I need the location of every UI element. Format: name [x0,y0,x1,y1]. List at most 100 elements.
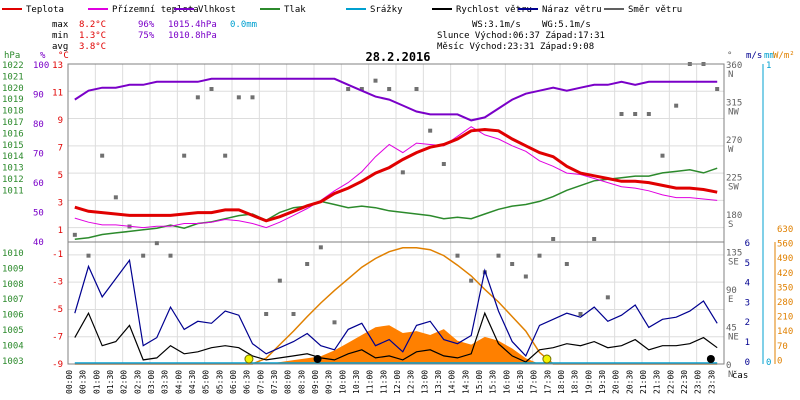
y-tick-degc: -3 [52,278,63,288]
x-tick-label: 07:00 [256,370,265,394]
y-tick-ms: 3 [745,298,750,308]
y-tick-ms: 4 [745,279,750,289]
info-sun: Slunce Východ:06:37 Západ:17:31 [437,31,605,41]
x-tick-label: 05:00 [202,370,211,394]
y-tick-hpa: 1009 [2,264,24,274]
x-tick-label: 12:30 [407,370,416,394]
wind-direction-point [209,87,214,91]
y-tick-dir-abbr: W [728,145,734,155]
y-tick-dir-abbr: S [728,220,733,230]
y-tick-hpa: 1011 [2,186,24,196]
x-tick-label: 02:00 [120,370,129,394]
wind-direction-point [387,87,392,91]
wind-direction-point [277,278,282,283]
chart-title: 28.2.2016 [365,50,430,64]
x-tick-label: 00:00 [65,370,74,394]
unit-hpa: hPa [4,51,20,61]
wind-direction-point [633,112,638,116]
wind-direction-point [346,87,351,91]
x-tick-label: 14:00 [448,370,457,394]
y-tick-hpa: 1020 [2,84,24,94]
wind-direction-point [523,274,528,279]
wind-direction-point [455,253,460,258]
y-tick-dir: 225 [726,174,742,184]
wind-direction-point [373,78,378,83]
x-tick-label: 03:30 [161,370,170,394]
y-tick-hpa: 1015 [2,141,24,151]
y-tick-wm: 0 [777,356,782,366]
wind-direction-point [182,153,187,158]
x-tick-label: 18:00 [557,370,566,394]
y-tick-hpa: 1022 [2,61,24,71]
info-block: WS:3.1m/s WG:5.1m/s Slunce Východ:06:37 … [437,20,605,52]
info-moon: Měsíc Východ:23:31 Západ:9:08 [437,42,594,52]
x-tick-label: 01:30 [106,370,115,394]
unit-cas: čas [732,370,748,381]
stat-label-avg: avg [52,42,68,52]
y-tick-hpa: 1010 [2,249,24,259]
wind-direction-point [100,153,105,158]
wind-direction-point [141,253,146,258]
x-tick-label: 11:00 [366,370,375,394]
wind-direction-point [223,153,228,158]
y-tick-degc: 13 [52,61,63,71]
y-tick-pct: 50 [33,209,44,219]
x-tick-label: 11:30 [379,370,388,394]
wind-direction-point [537,253,542,258]
wind-direction-point [496,253,501,258]
humidity-line [74,77,718,122]
y-tick-degc: 11 [52,89,63,99]
y-tick-hpa: 1017 [2,118,24,128]
wind-direction-point [605,295,610,300]
x-tick-label: 10:00 [338,370,347,394]
y-tick-dir-abbr: NE [728,333,739,343]
stats-block: max min avg 8.2°C 1.3°C 3.8°C 96% 75% 10… [52,20,257,52]
x-tick-label: 00:30 [79,370,88,394]
moonrise-icon [706,355,715,363]
wind-direction-point [428,128,433,133]
wind-direction-point [291,312,296,316]
legend-label: Směr větru [628,5,682,15]
x-tick-label: 21:00 [639,370,648,394]
x-tick-label: 07:30 [270,370,279,394]
x-tick-label: 15:00 [475,370,484,394]
x-tick-label: 18:30 [571,370,580,394]
unit-mm: mm [764,51,775,61]
y-tick-hpa: 1021 [2,72,24,82]
y-tick-dir: 180 [726,211,742,221]
stat-label-min: min [52,31,68,41]
x-tick-label: 09:00 [311,370,320,394]
x-tick-label: 19:30 [598,370,607,394]
y-tick-hpa: 1019 [2,95,24,105]
legend-label: Tlak [284,5,306,15]
y-tick-dir-abbr: N [728,370,733,380]
x-tick-label: 19:00 [584,370,593,394]
y-tick-degc: 3 [58,199,63,209]
y-tick-degc: 9 [58,116,63,126]
y-tick-wm: 490 [777,254,793,264]
unit-pct: % [40,51,46,61]
stat-temp-min: 1.3°C [79,31,106,41]
x-tick-label: 20:00 [612,370,621,394]
x-tick-label: 22:00 [666,370,675,394]
wind-direction-point [646,112,651,116]
temperature-line [74,127,718,223]
x-tick-label: 21:30 [653,370,662,394]
x-tick-label: 20:30 [625,370,634,394]
y-tick-mm: 0 [766,358,771,368]
y-tick-dir-abbr: NW [728,108,739,118]
y-tick-ms: 2 [745,318,750,328]
wind-direction-point [414,87,419,91]
legend-label: Přízemní teplota [112,5,199,15]
y-tick-hpa: 1014 [2,152,24,162]
wind-direction-point [469,278,474,283]
moonset-icon [313,355,322,363]
x-tick-label: 12:00 [393,370,402,394]
y-tick-hpa: 1005 [2,326,24,336]
wind-direction-point [113,195,118,200]
y-tick-pct: 40 [33,238,44,248]
wind-direction-point [305,262,310,266]
y-tick-degc: -5 [52,305,63,315]
y-tick-wm: 630 [777,225,793,235]
x-tick-label: 04:00 [174,370,183,394]
